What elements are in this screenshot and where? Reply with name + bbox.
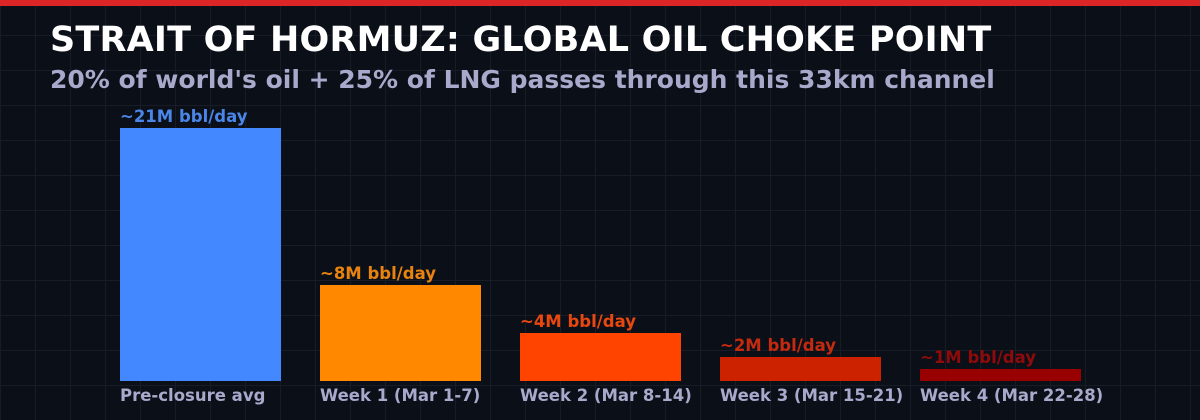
category-label: Week 2 (Mar 8-14) <box>520 386 692 405</box>
bar <box>720 357 881 381</box>
bar <box>320 285 481 381</box>
bar-value-label: ~21M bbl/day <box>120 107 248 126</box>
bar-value-label: ~8M bbl/day <box>320 264 436 283</box>
bar <box>520 333 681 381</box>
bar-value-label: ~1M bbl/day <box>920 348 1036 367</box>
category-label: Week 3 (Mar 15-21) <box>720 386 904 405</box>
bar <box>920 369 1081 381</box>
top-accent-bar <box>0 0 1200 6</box>
chart-subtitle: 20% of world's oil + 25% of LNG passes t… <box>50 65 995 94</box>
bar-value-label: ~2M bbl/day <box>720 336 836 355</box>
category-label: Pre-closure avg <box>120 386 266 405</box>
chart-title: STRAIT OF HORMUZ: GLOBAL OIL CHOKE POINT <box>50 20 992 60</box>
bar <box>120 128 281 381</box>
category-label: Week 4 (Mar 22-28) <box>920 386 1104 405</box>
category-label: Week 1 (Mar 1-7) <box>320 386 481 405</box>
bar-value-label: ~4M bbl/day <box>520 312 636 331</box>
